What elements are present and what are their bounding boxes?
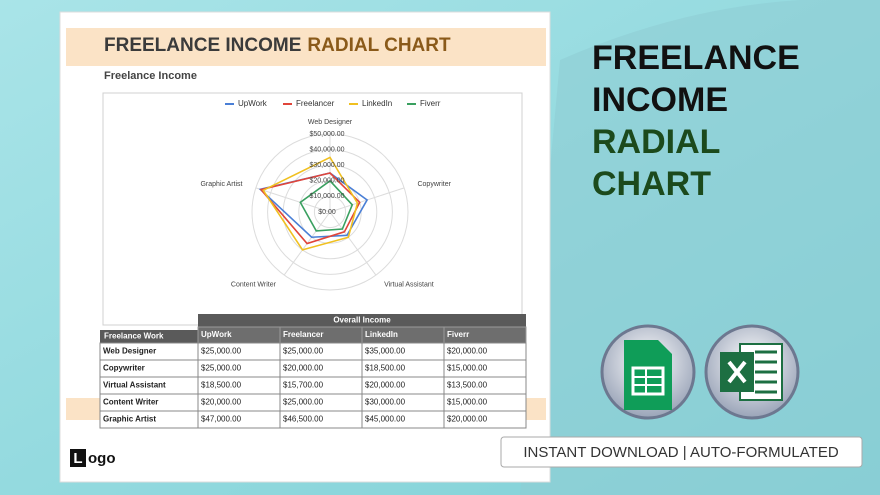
cell-value: $30,000.00 [365, 398, 406, 407]
header-cell [198, 314, 526, 327]
r-tick-label: $30,000.00 [309, 162, 344, 169]
group-header: Overall Income [333, 316, 391, 325]
cell-value: $13,500.00 [447, 381, 488, 390]
promo-title: RADIAL [592, 123, 720, 161]
chart-frame [102, 92, 523, 326]
r-tick-label: $10,000.00 [309, 193, 344, 200]
row-label: Copywriter [103, 364, 145, 373]
sheet: FREELANCE INCOME RADIAL CHART Freelance I… [59, 11, 551, 483]
table-cell [443, 410, 527, 429]
legend-label: Freelancer [296, 99, 335, 108]
spoke [255, 187, 331, 213]
row-label: Content Writer [103, 398, 158, 407]
cell-value: $20,000.00 [283, 364, 324, 373]
column-header: Freelancer [283, 330, 323, 339]
cell-value: $18,500.00 [201, 381, 242, 390]
table: Overall Income Freelance Work UpWork Freela… [99, 314, 527, 429]
sheet-title-part: RADIAL CHART [307, 35, 451, 56]
promo-title: CHART [592, 165, 711, 203]
r-tick-label: $20,000.00 [309, 178, 344, 185]
column-header: UpWork [201, 330, 232, 339]
r-tick-label: $0.00 [318, 209, 336, 216]
radar-chart: UpWork Freelancer LinkedIn Fiverr Web Design… [200, 99, 452, 291]
cell-value: $18,500.00 [365, 364, 406, 373]
cell-value: $25,000.00 [201, 347, 242, 356]
axis-label: Graphic Artist [200, 181, 242, 188]
axis-label: Virtual Assistant [384, 282, 434, 289]
spoke [329, 211, 377, 276]
cell-value: $15,700.00 [283, 381, 324, 390]
cell-value: $25,000.00 [283, 398, 324, 407]
cell-value: $25,000.00 [283, 347, 324, 356]
axis-label: Copywriter [417, 181, 451, 188]
legend-label: Fiverr [420, 99, 441, 108]
cell-value: $20,000.00 [365, 381, 406, 390]
cell-value: $35,000.00 [365, 347, 406, 356]
badge-box [500, 436, 863, 468]
icon-grid [755, 350, 777, 394]
header-cell [100, 330, 198, 343]
series-line [299, 179, 354, 232]
sheets-icon [600, 324, 696, 420]
promo-title: FREELANCE [592, 39, 800, 77]
cell-value: $20,000.00 [447, 415, 488, 424]
icon-grid [631, 366, 665, 396]
icon-sheet [624, 340, 672, 410]
row-label: Virtual Assistant [103, 381, 166, 390]
r-tick-label: $40,000.00 [309, 146, 344, 153]
cell-value: $46,500.00 [283, 415, 324, 424]
icon-x [727, 360, 747, 384]
badge-text: INSTANT DOWNLOAD | AUTO-FORMULATED [523, 444, 838, 461]
cell-value: $20,000.00 [201, 398, 242, 407]
cell-value: $15,000.00 [447, 364, 488, 373]
axis-label: Web Designer [308, 119, 353, 126]
column-header: Fiverr [447, 330, 469, 339]
cell-value: $47,000.00 [201, 415, 242, 424]
logo-box [70, 449, 86, 467]
row-label: Graphic Artist [103, 415, 156, 424]
r-tick-label: $50,000.00 [309, 131, 344, 138]
cell-value: $15,000.00 [447, 398, 488, 407]
section-title: Freelance Income [104, 70, 197, 82]
sheet-title-part: FREELANCE INCOME [104, 35, 301, 56]
sheet-title: FREELANCE INCOME RADIAL CHART [104, 35, 451, 56]
promo-title: INCOME [592, 81, 728, 119]
cell-value: $20,000.00 [447, 347, 488, 356]
legend-label: LinkedIn [362, 99, 392, 108]
legend-label: UpWork [238, 99, 268, 108]
sheet-header [66, 28, 546, 66]
icon-grid [633, 368, 663, 394]
axis-label: Content Writer [231, 282, 277, 289]
promo: FREELANCE INCOME RADIAL CHART [592, 39, 800, 203]
cell-value: $45,000.00 [365, 415, 406, 424]
excel-icon [704, 324, 800, 420]
logo-text: ogo [88, 450, 116, 467]
row-label: Web Designer [103, 347, 156, 356]
logo-mark: L [73, 450, 82, 467]
column-header: LinkedIn [365, 330, 398, 339]
cell-value: $25,000.00 [201, 364, 242, 373]
row-header: Freelance Work [104, 332, 164, 341]
series-line [262, 156, 359, 251]
